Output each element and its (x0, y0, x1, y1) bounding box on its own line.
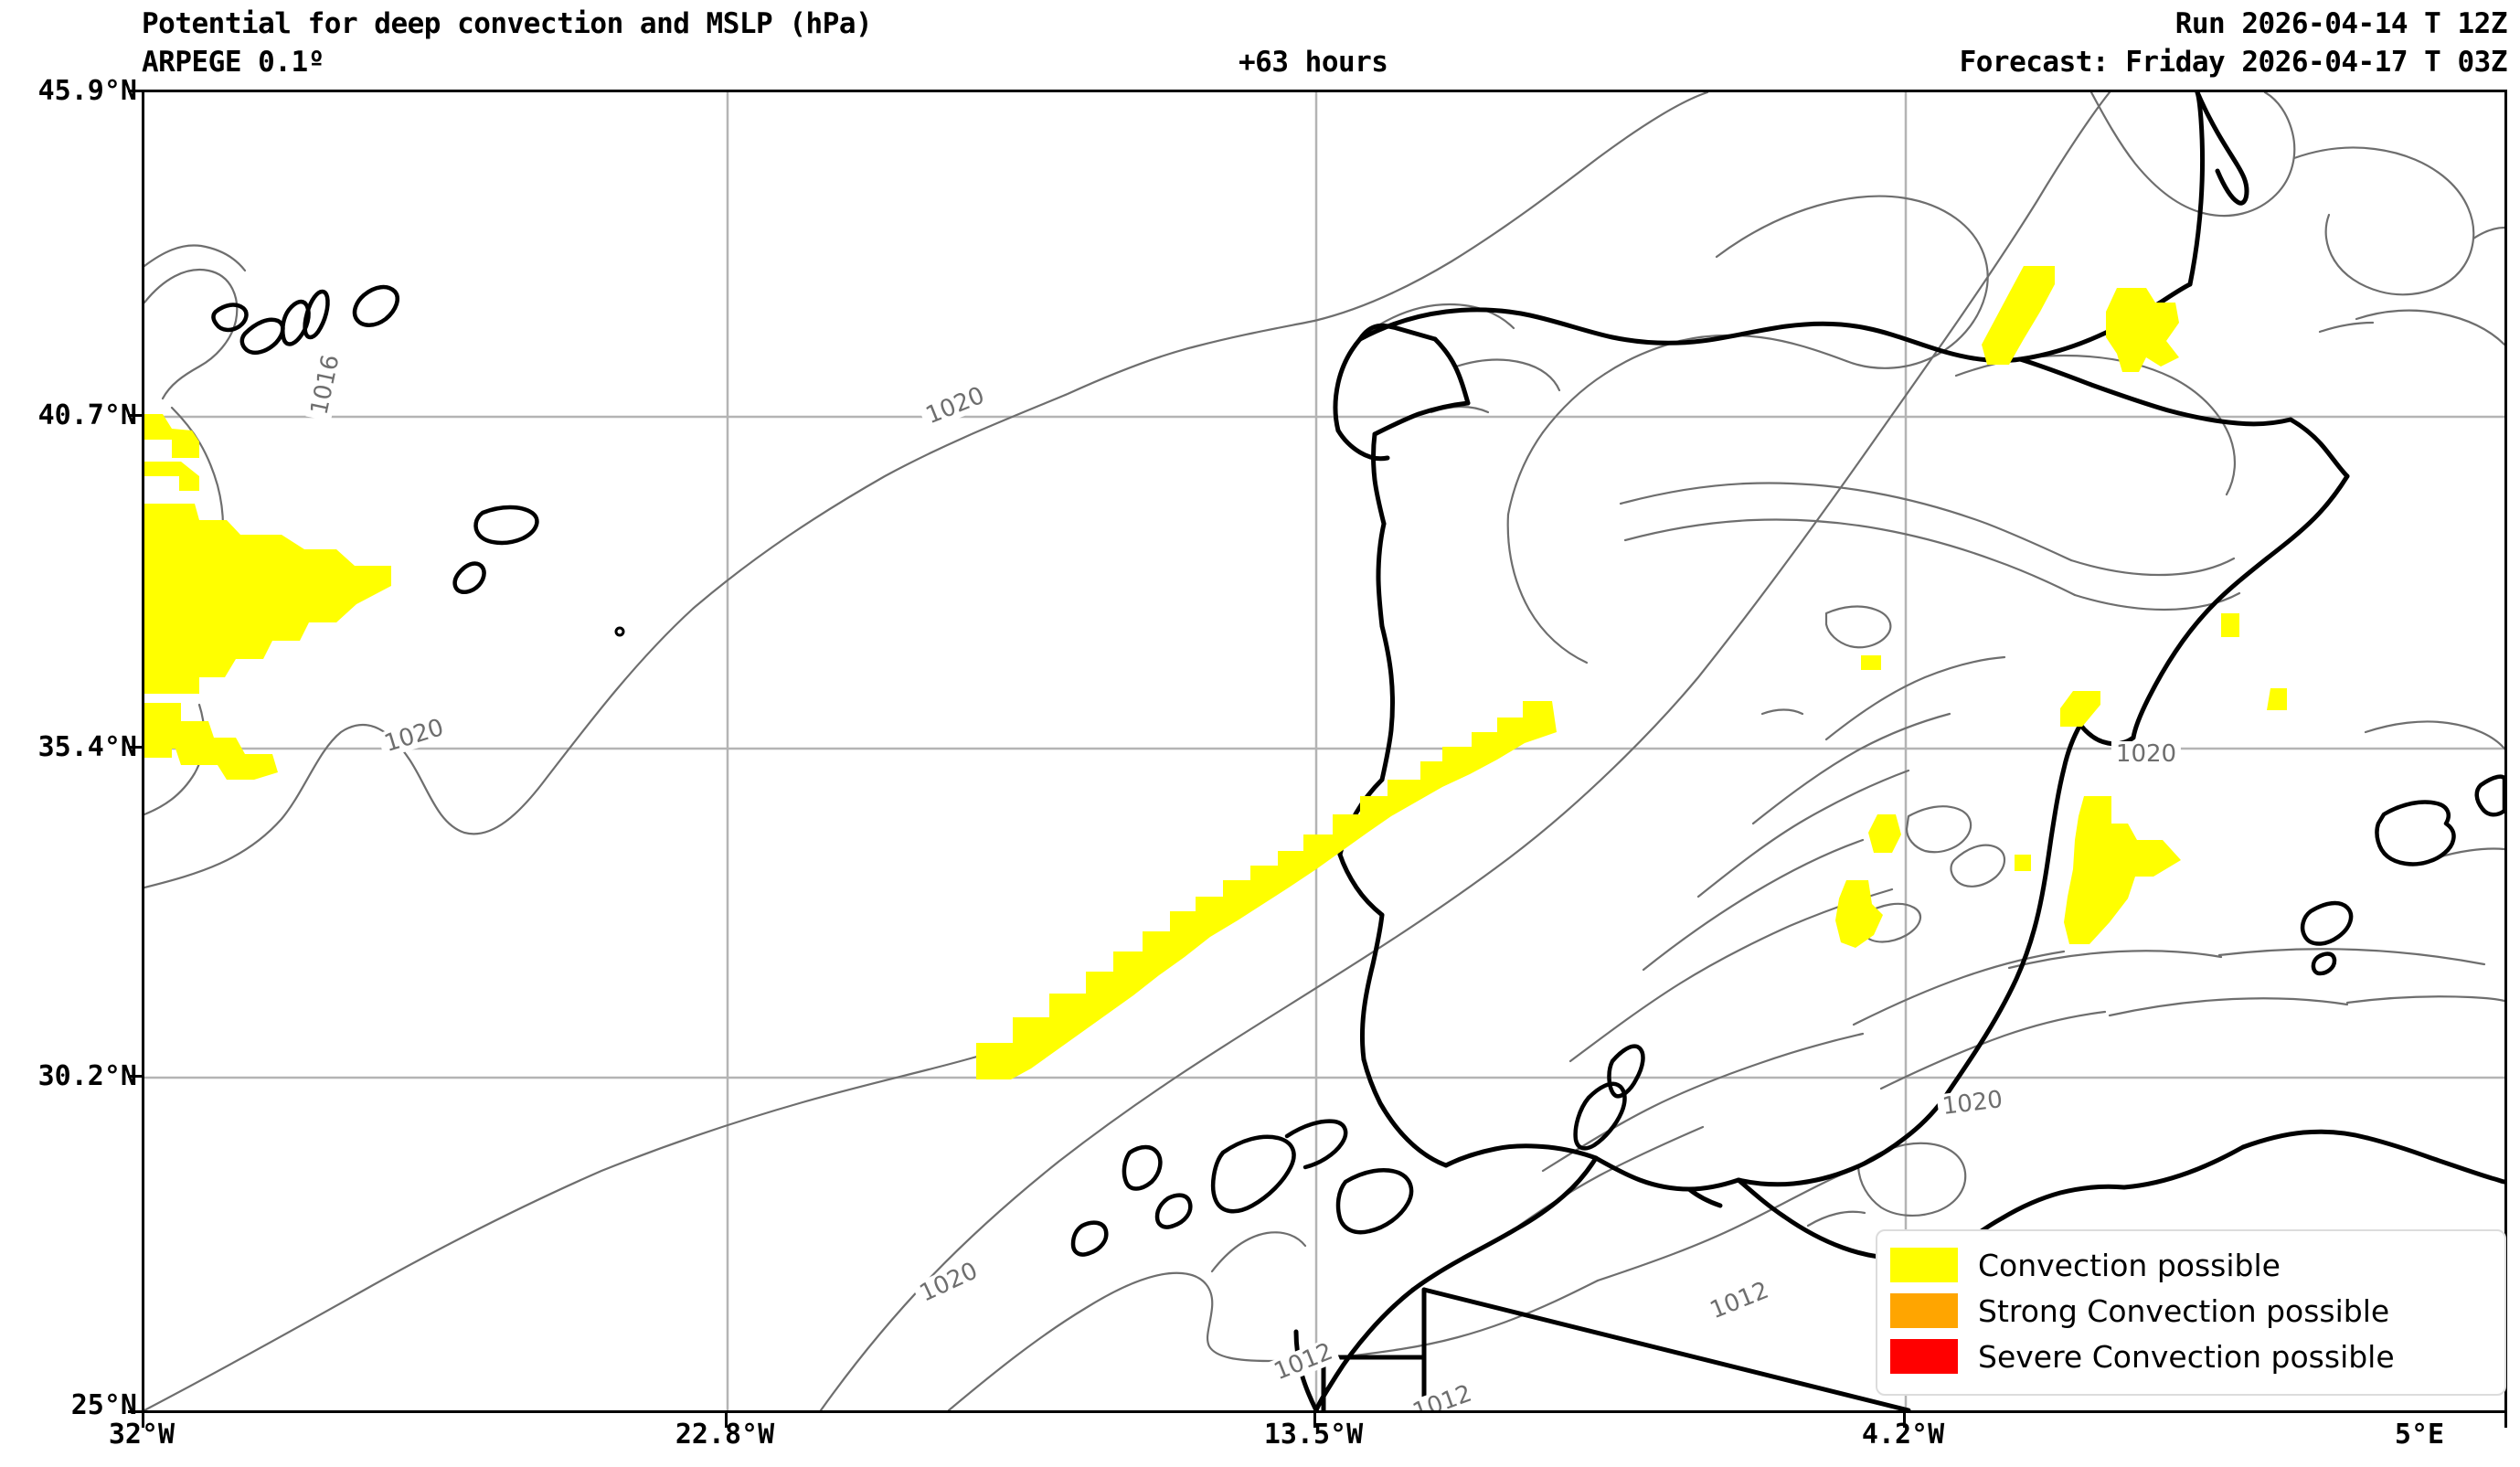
x-tick-mark-4 (2504, 1413, 2507, 1428)
y-tick-label-1: 40.7°N (37, 399, 137, 431)
legend-label-strong-convection: Strong Convection possible (1978, 1292, 2390, 1329)
x-tick-mark-3 (1903, 1413, 1906, 1428)
legend-label-severe-convection: Severe Convection possible (1978, 1338, 2395, 1375)
forecast-timestamp: Forecast: Friday 2026-04-17 T 03Z (1959, 46, 2508, 79)
y-tick-mark-1 (128, 414, 143, 417)
page-title: Potential for deep convection and MSLP (… (142, 7, 873, 40)
legend-box: Convection possible Strong Convection po… (1876, 1229, 2506, 1396)
legend-item-strong-convection: Strong Convection possible (1890, 1288, 2492, 1334)
y-tick-label-0: 45.9°N (37, 75, 137, 107)
x-tick-mark-2 (1313, 1413, 1316, 1428)
y-tick-mark-0 (128, 90, 143, 92)
isobar-label: 1020 (2111, 741, 2182, 767)
legend-swatch-yellow (1890, 1248, 1958, 1282)
gridlines (144, 92, 2504, 1410)
map-svg (144, 92, 2504, 1410)
y-tick-label-2: 35.4°N (37, 731, 137, 763)
x-tick-mark-1 (725, 1413, 728, 1428)
x-tick-mark-0 (142, 1413, 144, 1428)
islets (614, 626, 625, 637)
convection-areas (144, 266, 2287, 1079)
x-tick-label-4: 5°E (2394, 1419, 2445, 1451)
y-tick-label-3: 30.2°N (37, 1060, 137, 1092)
y-tick-mark-3 (128, 1075, 143, 1078)
legend-label-convection: Convection possible (1978, 1247, 2281, 1283)
model-label: ARPEGE 0.1º (142, 46, 324, 79)
y-tick-label-4: 25°N (70, 1389, 137, 1421)
y-tick-mark-2 (128, 746, 143, 749)
map-canvas[interactable]: 1016102010201020102010201020101210121012… (142, 90, 2507, 1413)
run-timestamp: Run 2026-04-14 T 12Z (2174, 7, 2508, 40)
y-tick-mark-4 (128, 1410, 143, 1413)
legend-item-convection: Convection possible (1890, 1242, 2492, 1288)
legend-swatch-red (1890, 1339, 1958, 1374)
legend-swatch-orange (1890, 1293, 1958, 1328)
lead-time-label: +63 hours (1239, 46, 1388, 79)
legend-item-severe-convection: Severe Convection possible (1890, 1334, 2492, 1379)
isobar-contours (144, 92, 2504, 1410)
islands (211, 284, 2504, 1257)
